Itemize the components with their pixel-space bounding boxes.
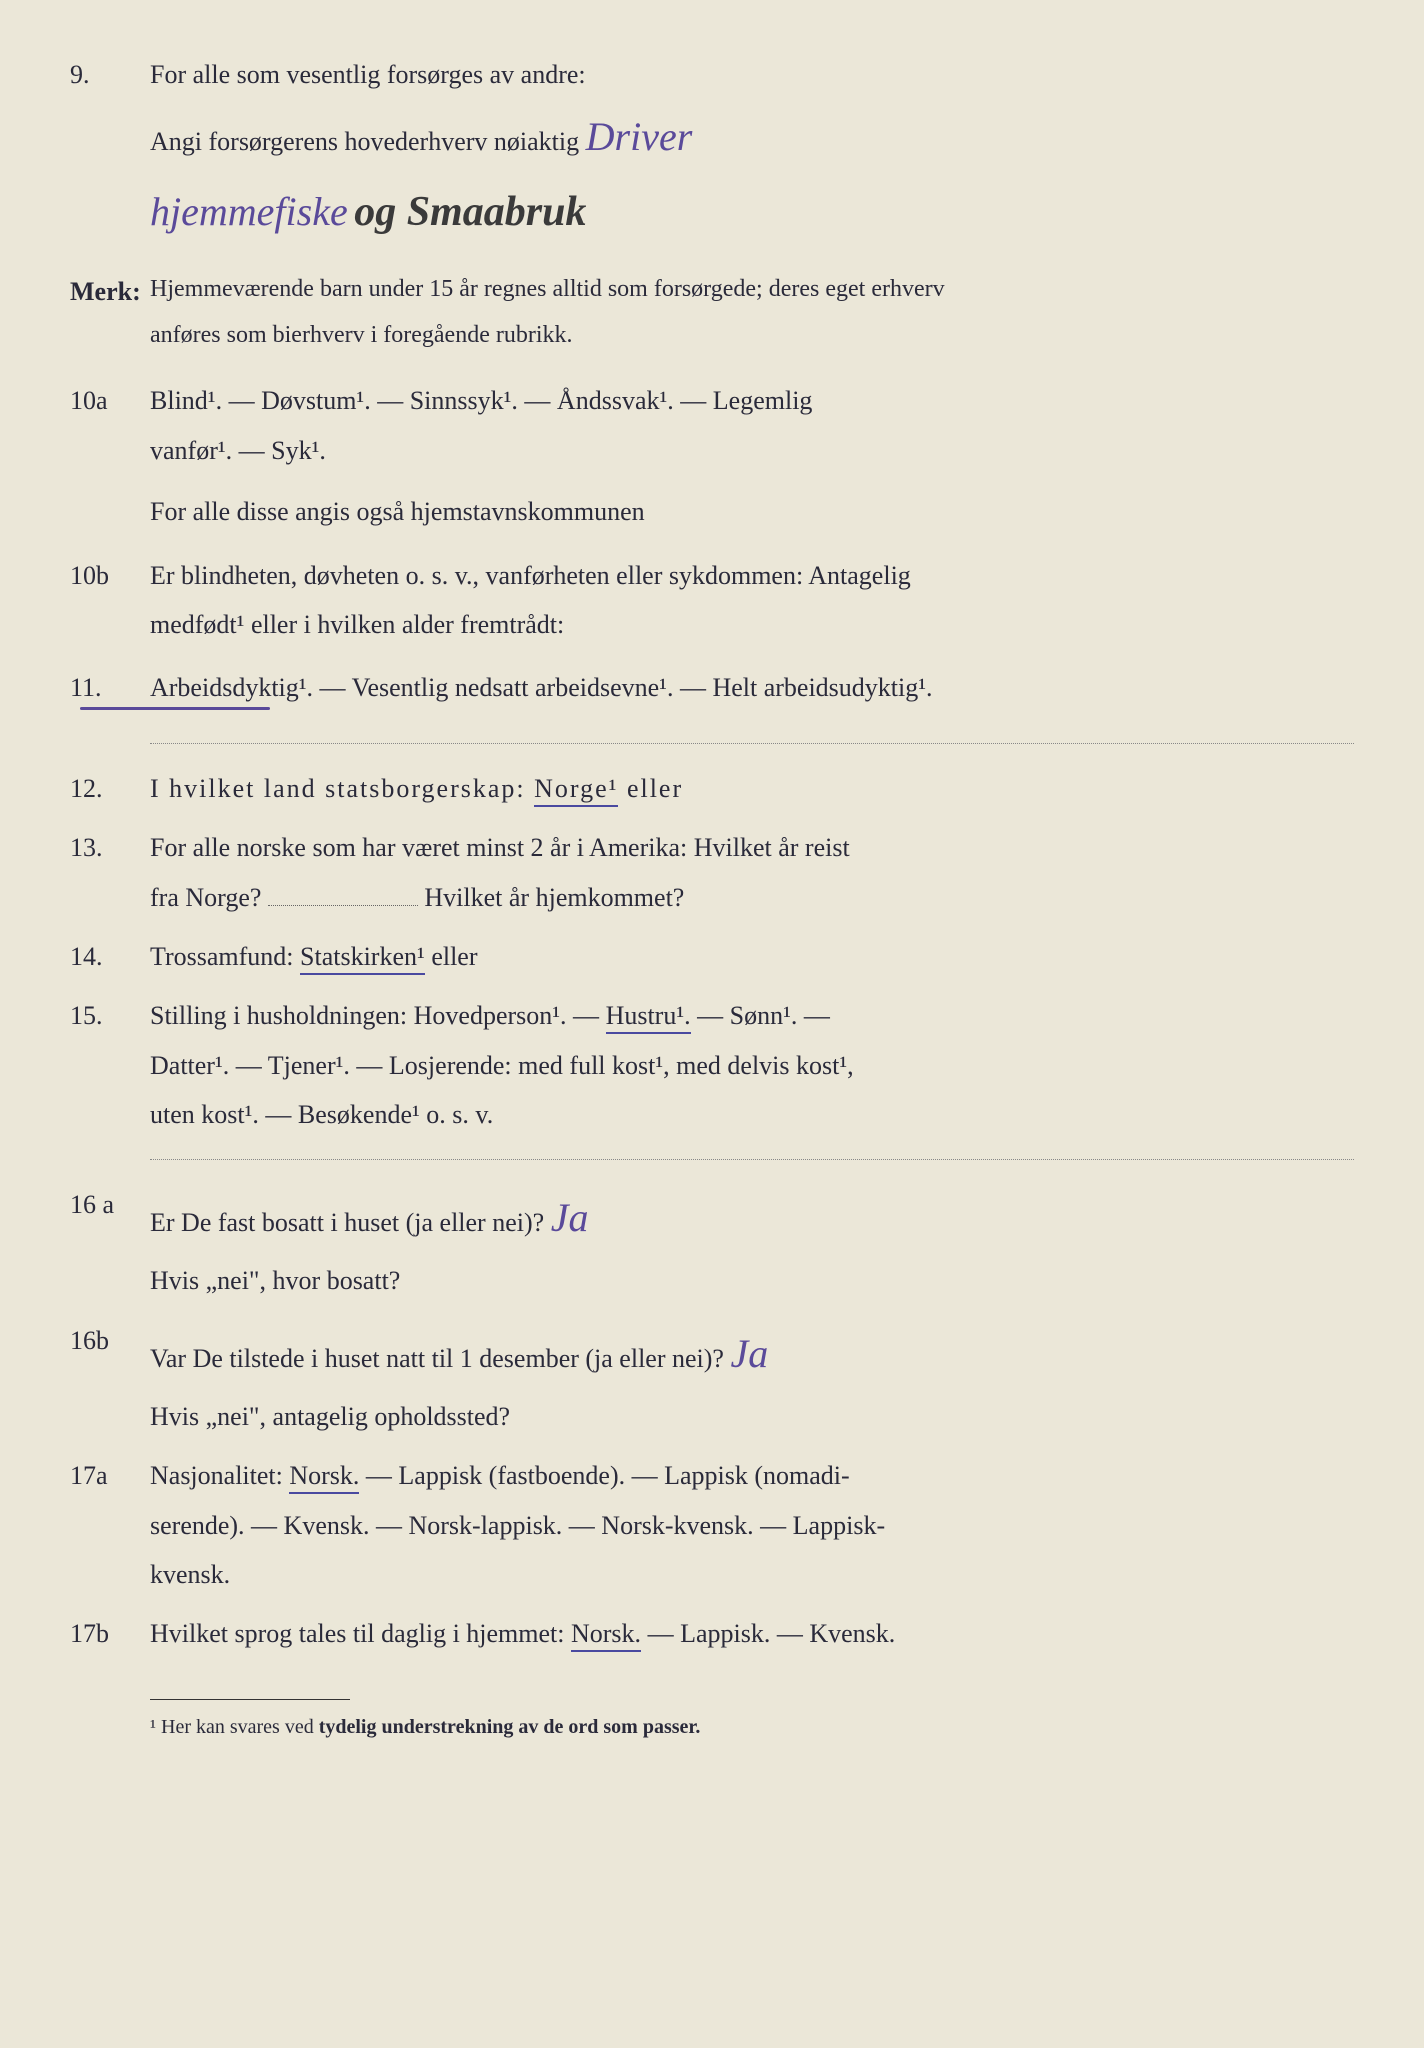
- q11-number: 11.: [70, 663, 150, 712]
- q15-line2: Datter¹. — Tjener¹. — Losjerende: med fu…: [150, 1041, 1354, 1090]
- divider-15: [150, 1159, 1354, 1160]
- q11-content: Arbeidsdyktig¹. — Vesentlig nedsatt arbe…: [150, 663, 1354, 712]
- q17a-line1: Nasjonalitet: Norsk. — Lappisk (fastboen…: [150, 1451, 1354, 1500]
- q14-content: Trossamfund: Statskirken¹ eller: [150, 932, 1354, 981]
- q10a-line1: Blind¹. — Døvstum¹. — Sinnssyk¹. — Åndss…: [150, 376, 1354, 425]
- q16a-line2: Hvis „nei", hvor bosatt?: [150, 1256, 1354, 1305]
- question-12: 12. I hvilket land statsborgerskap: Norg…: [70, 764, 1354, 813]
- q9-content: For alle som vesentlig forsørges av andr…: [150, 50, 1354, 175]
- q15-number: 15.: [70, 991, 150, 1139]
- footnote-bold: tydelig understrekning av de ord som pas…: [319, 1716, 701, 1738]
- q13-line1: For alle norske som har været minst 2 år…: [150, 823, 1354, 872]
- q15-underlined: Hustru¹.: [606, 1001, 691, 1034]
- q12-content: I hvilket land statsborgerskap: Norge¹ e…: [150, 764, 1354, 813]
- question-16b: 16b Var De tilstede i huset natt til 1 d…: [70, 1316, 1354, 1441]
- question-11: 11. Arbeidsdyktig¹. — Vesentlig nedsatt …: [70, 663, 1354, 712]
- question-13: 13. For alle norske som har været minst …: [70, 823, 1354, 922]
- q15-line1: Stilling i husholdningen: Hovedperson¹. …: [150, 991, 1354, 1040]
- q16a-number: 16 a: [70, 1180, 150, 1305]
- merk-content: Hjemmeværende barn under 15 år regnes al…: [150, 267, 1354, 358]
- census-form-page: 9. For alle som vesentlig forsørges av a…: [0, 0, 1424, 1786]
- q17b-underlined: Norsk.: [571, 1619, 641, 1652]
- q10a-content: Blind¹. — Døvstum¹. — Sinnssyk¹. — Åndss…: [150, 376, 1354, 536]
- q10b-line1: Er blindheten, døvheten o. s. v., vanfør…: [150, 551, 1354, 600]
- merk-note: Merk: Hjemmeværende barn under 15 år reg…: [70, 267, 1354, 358]
- q10a-line3: For alle disse angis også hjemstavnskomm…: [150, 487, 1354, 536]
- q10a-number: 10a: [70, 376, 150, 536]
- q12-underlined: Norge¹: [534, 774, 618, 807]
- q17a-number: 17a: [70, 1451, 150, 1599]
- q15-line3: uten kost¹. — Besøkende¹ o. s. v.: [150, 1090, 1354, 1139]
- q13-content: For alle norske som har været minst 2 år…: [150, 823, 1354, 922]
- q16a-line1: Er De fast bosatt i huset (ja eller nei)…: [150, 1180, 1354, 1256]
- question-10b: 10b Er blindheten, døvheten o. s. v., va…: [70, 551, 1354, 650]
- q10b-line2: medfødt¹ eller i hvilken alder fremtrådt…: [150, 600, 1354, 649]
- q16b-number: 16b: [70, 1316, 150, 1441]
- q9-line1: For alle som vesentlig forsørges av andr…: [150, 50, 1354, 99]
- question-16a: 16 a Er De fast bosatt i huset (ja eller…: [70, 1180, 1354, 1305]
- q10a-line2: vanfør¹. — Syk¹.: [150, 426, 1354, 475]
- question-17a: 17a Nasjonalitet: Norsk. — Lappisk (fast…: [70, 1451, 1354, 1599]
- q17b-content: Hvilket sprog tales til daglig i hjemmet…: [150, 1609, 1354, 1658]
- footnote: ¹ Her kan svares ved tydelig understrekn…: [150, 1708, 1354, 1746]
- question-17b: 17b Hvilket sprog tales til daglig i hje…: [70, 1609, 1354, 1658]
- q13-blank1: [268, 905, 418, 906]
- q9-handwriting-2b: og Smaabruk: [354, 189, 586, 235]
- q12-number: 12.: [70, 764, 150, 813]
- q16b-content: Var De tilstede i huset natt til 1 desem…: [150, 1316, 1354, 1441]
- q9-number: 9.: [70, 50, 150, 175]
- q14-number: 14.: [70, 932, 150, 981]
- q17a-line2: serende). — Kvensk. — Norsk-lappisk. — N…: [150, 1501, 1354, 1550]
- q17a-content: Nasjonalitet: Norsk. — Lappisk (fastboen…: [150, 1451, 1354, 1599]
- question-10a: 10a Blind¹. — Døvstum¹. — Sinnssyk¹. — Å…: [70, 376, 1354, 536]
- merk-line2: anføres som bierhverv i foregående rubri…: [150, 313, 1354, 359]
- q9-hand-line: hjemmefiske og Smaabruk: [150, 173, 1354, 253]
- q16b-line1: Var De tilstede i huset natt til 1 desem…: [150, 1316, 1354, 1392]
- question-15: 15. Stilling i husholdningen: Hovedperso…: [70, 991, 1354, 1139]
- q16a-handwriting: Ja: [551, 1195, 589, 1240]
- q10b-content: Er blindheten, døvheten o. s. v., vanfør…: [150, 551, 1354, 650]
- q10b-number: 10b: [70, 551, 150, 650]
- merk-line1: Hjemmeværende barn under 15 år regnes al…: [150, 267, 1354, 313]
- q9-handwriting-1: Driver: [586, 114, 693, 159]
- q16a-content: Er De fast bosatt i huset (ja eller nei)…: [150, 1180, 1354, 1305]
- q17b-number: 17b: [70, 1609, 150, 1658]
- q9-handwriting-2a: hjemmefiske: [150, 189, 348, 234]
- q9-line2: Angi forsørgerens hovederhverv nøiaktig …: [150, 99, 1354, 175]
- footnote-text: Her kan svares ved: [161, 1716, 319, 1738]
- q17a-underlined: Norsk.: [289, 1461, 359, 1494]
- q16b-line2: Hvis „nei", antagelig opholdssted?: [150, 1392, 1354, 1441]
- q11-underline: [80, 707, 270, 710]
- footnote-rule: [150, 1699, 350, 1700]
- question-9: 9. For alle som vesentlig forsørges av a…: [70, 50, 1354, 175]
- q15-content: Stilling i husholdningen: Hovedperson¹. …: [150, 991, 1354, 1139]
- divider-11: [150, 743, 1354, 744]
- footnote-marker: ¹: [150, 1716, 156, 1738]
- q11-text: Arbeidsdyktig¹. — Vesentlig nedsatt arbe…: [150, 673, 933, 702]
- merk-label: Merk:: [70, 267, 150, 358]
- question-14: 14. Trossamfund: Statskirken¹ eller: [70, 932, 1354, 981]
- q14-underlined: Statskirken¹: [300, 942, 425, 975]
- q13-number: 13.: [70, 823, 150, 922]
- q16b-handwriting: Ja: [730, 1331, 768, 1376]
- q17a-line3: kvensk.: [150, 1550, 1354, 1599]
- q13-line2: fra Norge? Hvilket år hjemkommet?: [150, 873, 1354, 922]
